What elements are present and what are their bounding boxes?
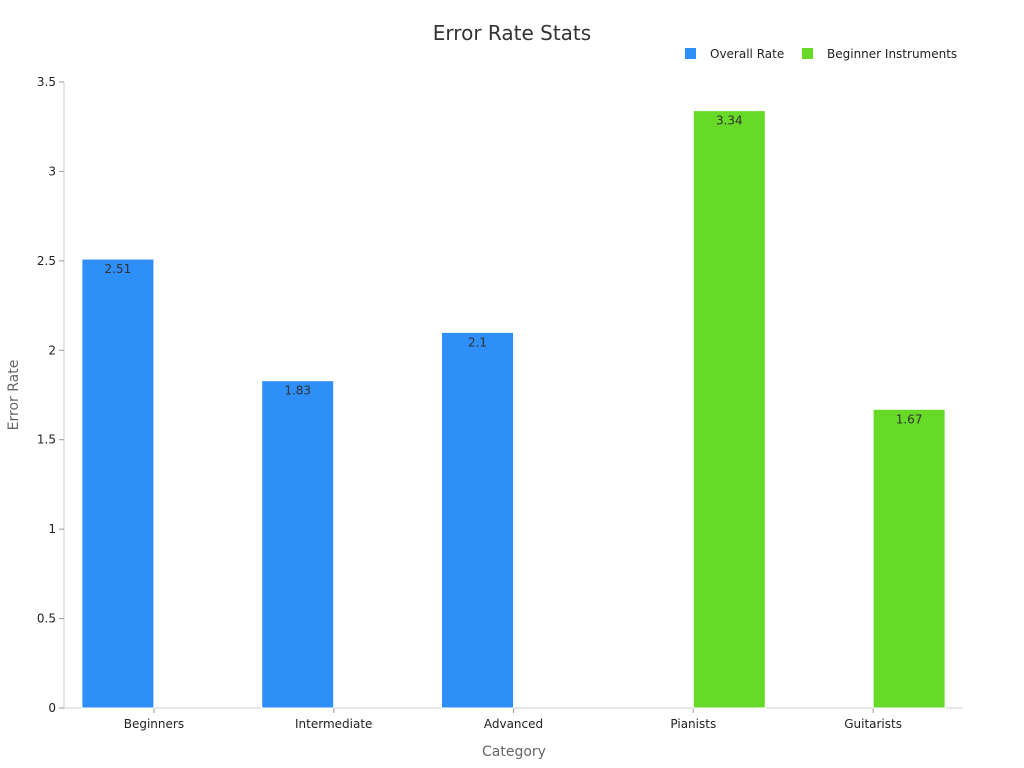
x-axis-title: Category (482, 744, 546, 760)
legend-label: Beginner Instruments (827, 47, 957, 61)
x-tick-label: Advanced (484, 717, 543, 731)
data-label: 2.51 (105, 262, 132, 276)
x-tick-label: Intermediate (295, 717, 372, 731)
y-tick-label: 2.5 (37, 254, 56, 268)
data-labels: 2.51 1.83 2.1 3.34 1.67 (105, 114, 923, 427)
bar-pianists[interactable] (692, 110, 766, 709)
bars (81, 110, 946, 709)
bar-beginners[interactable] (81, 258, 155, 709)
y-tick-label: 3.5 (37, 75, 56, 89)
legend-swatch (685, 48, 696, 59)
data-label: 3.34 (716, 114, 743, 128)
bar-intermediate[interactable] (261, 380, 335, 709)
bar-guitarists[interactable] (872, 408, 946, 709)
y-tick-label: 1.5 (37, 433, 56, 447)
legend-label: Overall Rate (710, 47, 784, 61)
data-label: 1.83 (284, 384, 311, 398)
data-label: 1.67 (896, 412, 923, 426)
data-label: 2.1 (468, 335, 487, 349)
legend: Overall Rate Beginner Instruments (685, 47, 957, 61)
chart-title: Error Rate Stats (433, 21, 591, 45)
y-tick-label: 1 (48, 522, 56, 536)
bar-advanced[interactable] (441, 331, 514, 709)
x-tick-label: Pianists (670, 717, 716, 731)
legend-swatch (802, 48, 813, 59)
x-tick-label: Beginners (124, 717, 184, 731)
y-axis-title: Error Rate (6, 360, 22, 431)
y-axis-ticks: 0 0.5 1 1.5 2 2.5 3 3.5 (37, 75, 64, 715)
y-tick-label: 0 (48, 701, 56, 715)
y-tick-label: 0.5 (37, 612, 56, 626)
y-tick-label: 3 (48, 164, 56, 178)
y-tick-label: 2 (48, 343, 56, 357)
x-tick-label: Guitarists (844, 717, 902, 731)
x-axis-ticks: Beginners Intermediate Advanced Pianists Gui… (124, 708, 902, 731)
